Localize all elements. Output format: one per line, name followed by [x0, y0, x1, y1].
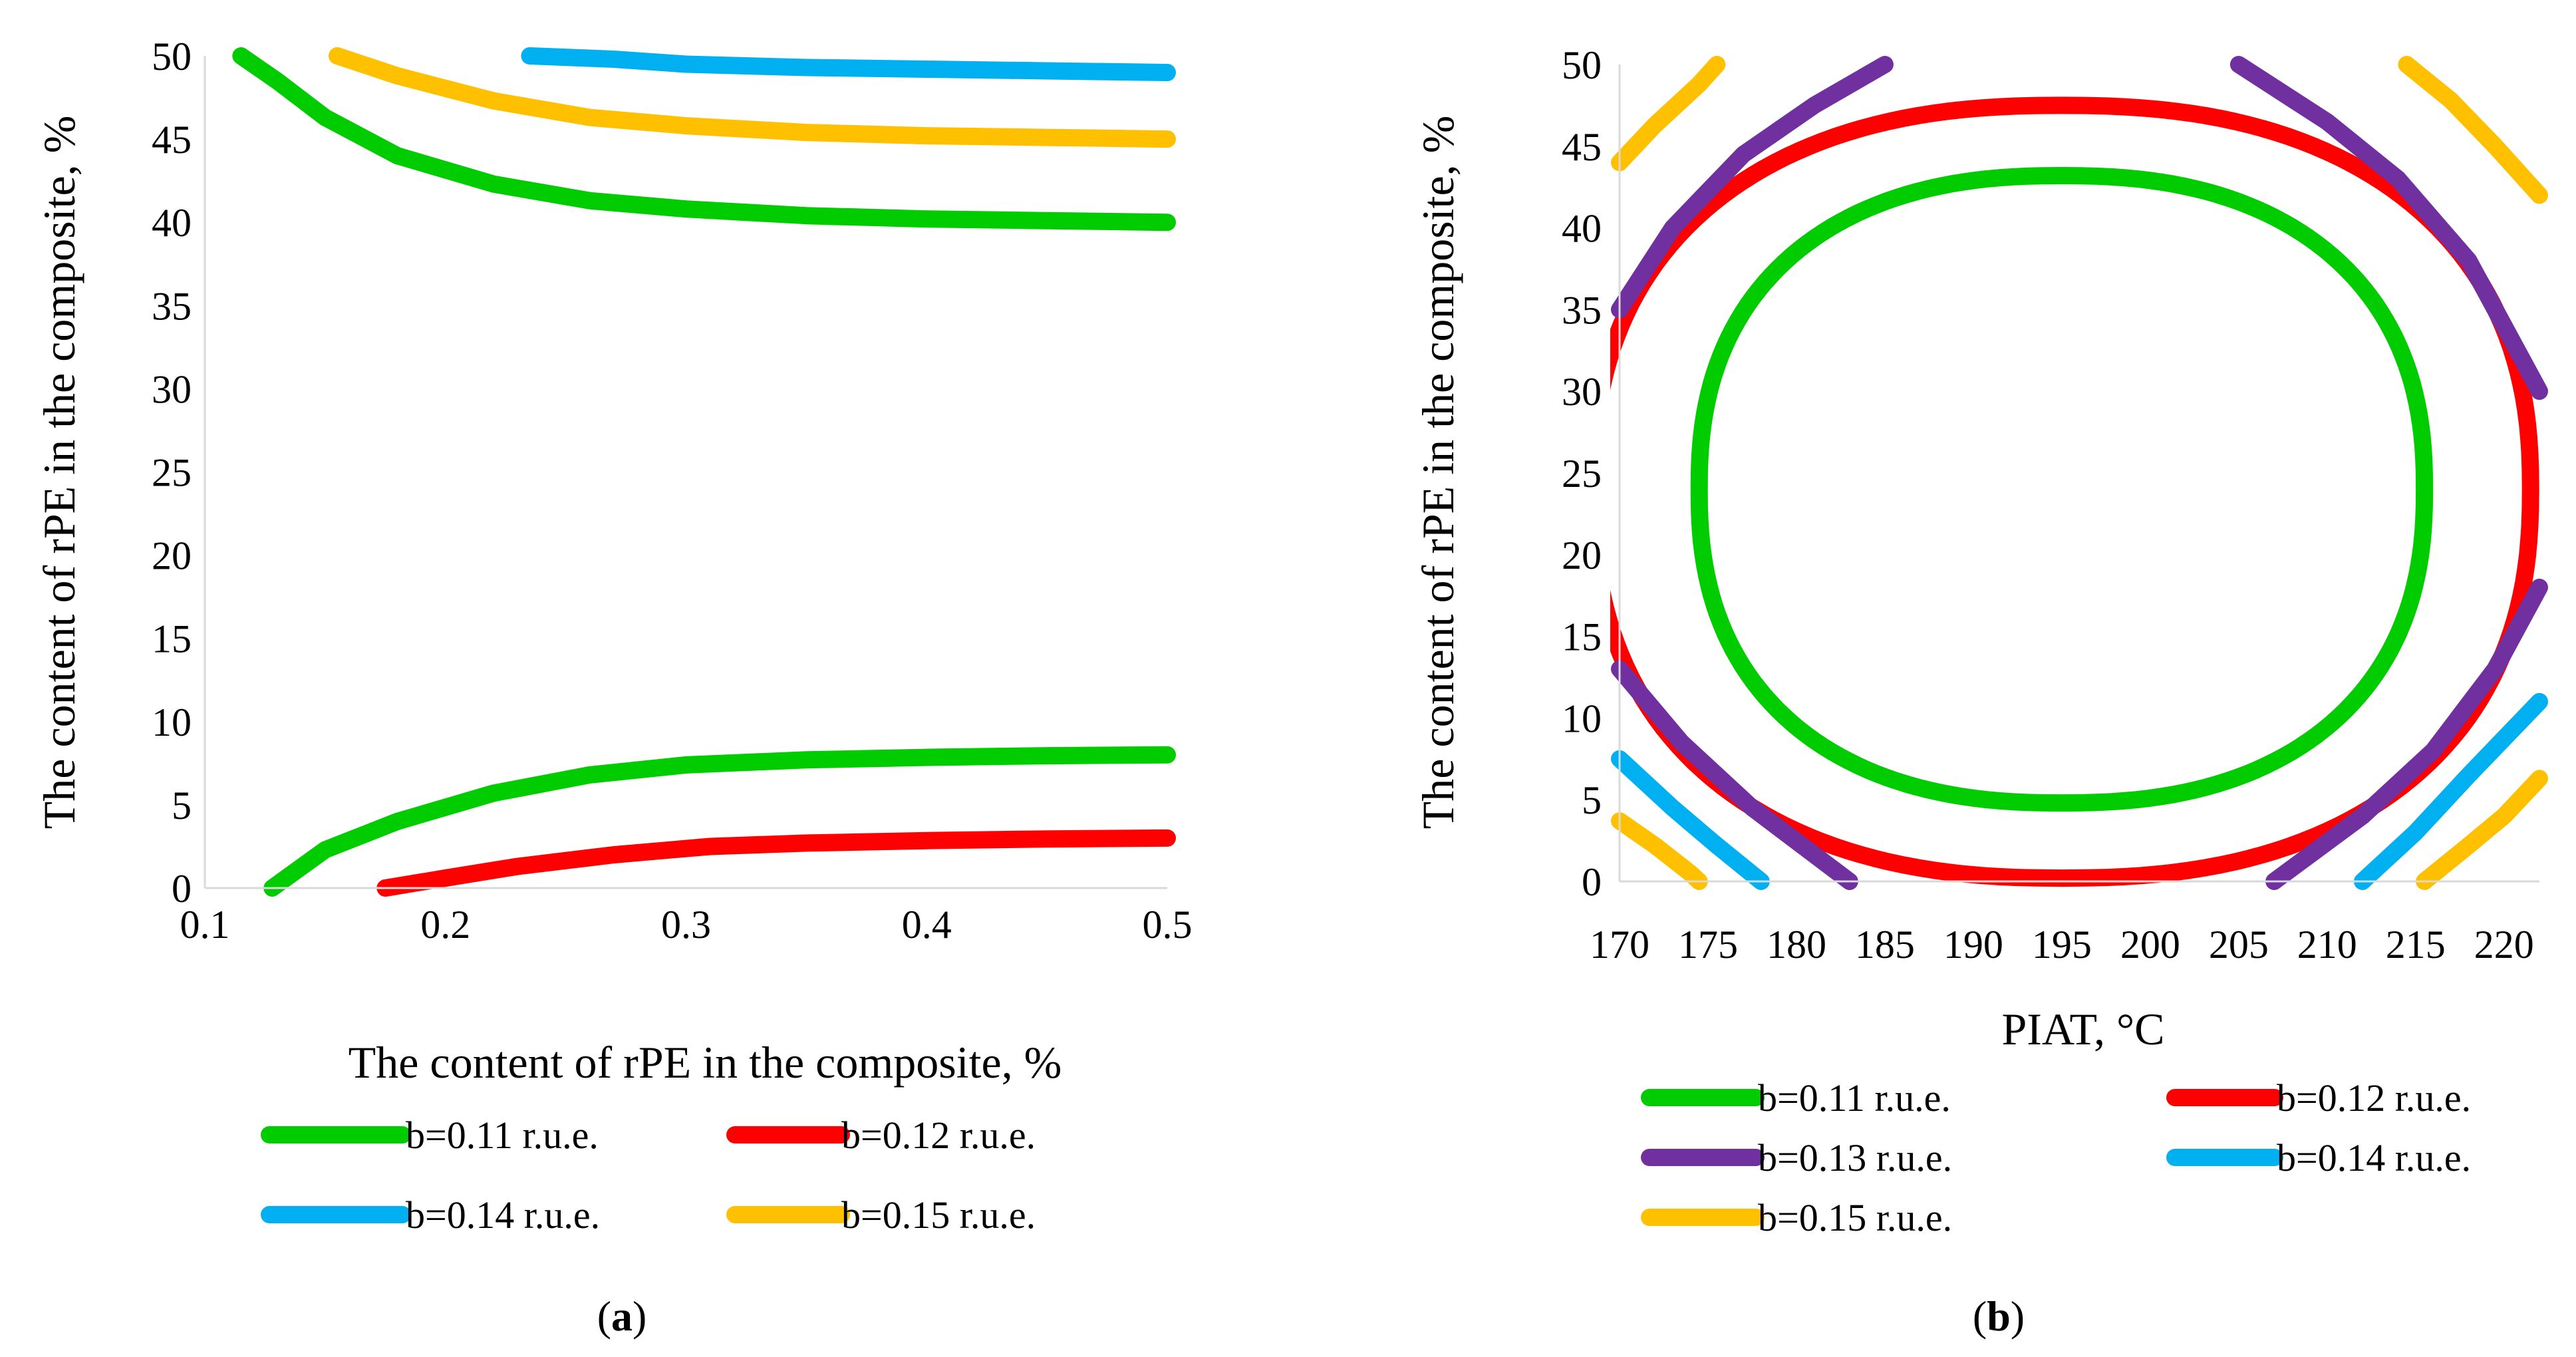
panel-b-legend-label: b=0.15 r.u.e. [1758, 1196, 1952, 1239]
panel-a-y-tick-label: 35 [152, 284, 192, 328]
panel-a: 0 5 10 15 20 25 30 35 40 45 50 0.1 0.2 0.3 0.4 0.5 The… [34, 35, 1193, 1340]
panel-b-y-tick-label: 0 [1582, 860, 1602, 904]
panel-a-plot-area [232, 47, 1176, 897]
series-b014-line [521, 47, 1176, 81]
series-b014-line [1611, 750, 1770, 890]
panel-a-caption-letter: a [611, 1292, 633, 1340]
panel-b-y-tick-label: 35 [1562, 288, 1602, 332]
panel-a-legend-item: b=0.15 r.u.e. [726, 1193, 1036, 1237]
panel-b-y-tick-label: 40 [1562, 207, 1602, 251]
panel-a-x-tick-label: 0.4 [902, 903, 952, 947]
series-b013-line [1611, 660, 1858, 890]
series-b011-line [263, 746, 1176, 897]
panel-b-x-tick-label: 170 [1590, 923, 1649, 967]
series-b012-line [376, 829, 1176, 897]
panel-a-legend-label: b=0.14 r.u.e. [406, 1193, 600, 1237]
panel-b-x-tick-label: 220 [2474, 923, 2534, 967]
panel-a-curves [232, 47, 1176, 897]
panel-b-legend-label: b=0.11 r.u.e. [1758, 1076, 1951, 1120]
panel-a-y-tick-label: 40 [152, 201, 192, 245]
panel-a-x-tick-labels: 0.1 0.2 0.3 0.4 0.5 [180, 903, 1193, 947]
panel-a-y-tick-labels: 0 5 10 15 20 25 30 35 40 45 50 [152, 35, 192, 911]
panel-b-x-tick-label: 185 [1855, 923, 1915, 967]
panel-a-y-tick-label: 20 [152, 534, 192, 578]
panel-a-x-axis-label: The content of rPE in the composite, % [349, 1037, 1062, 1088]
series-b013-line [1611, 56, 1894, 319]
panel-a-legend-item: b=0.11 r.u.e. [261, 1114, 599, 1157]
panel-b-y-tick-label: 10 [1562, 696, 1602, 740]
panel-a-legend-label: b=0.12 r.u.e. [841, 1114, 1036, 1157]
panel-b-x-axis-label: PIAT, °C [2001, 1004, 2164, 1054]
panel-b: 0 5 10 15 20 25 30 35 40 45 50 170 175 180 185 190 195 2… [1413, 43, 2548, 1340]
panel-b-legend-label: b=0.14 r.u.e. [2277, 1136, 2471, 1179]
panel-a-caption: (a) [597, 1292, 647, 1340]
panel-b-caption-letter: b [1987, 1292, 2011, 1340]
panel-a-legend-label: b=0.11 r.u.e. [406, 1114, 599, 1157]
series-b015-line [1611, 812, 1708, 890]
series-b013-line [2229, 56, 2548, 400]
panel-b-legend-item: b=0.15 r.u.e. [1641, 1196, 1952, 1239]
panel-b-x-tick-label: 180 [1767, 923, 1826, 967]
series-b013-line [2265, 578, 2548, 890]
panel-b-y-tick-label: 30 [1562, 370, 1602, 414]
panel-a-y-tick-label: 15 [152, 617, 192, 661]
panel-a-y-axis-label: The content of rPE in the composite, % [34, 116, 84, 829]
panel-b-curves [1610, 56, 2548, 890]
panel-b-y-tick-labels: 0 5 10 15 20 25 30 35 40 45 50 [1562, 43, 1602, 904]
panel-b-y-axis-label: The content of rPE in the composite, % [1413, 116, 1463, 829]
panel-b-x-tick-label: 200 [2120, 923, 2180, 967]
panel-a-x-tick-label: 0.3 [661, 903, 711, 947]
panel-b-x-tick-label: 190 [1943, 923, 2003, 967]
panel-a-legend-item: b=0.12 r.u.e. [726, 1114, 1036, 1157]
series-b015-line [329, 47, 1176, 148]
series-b011-contour [1690, 167, 2434, 812]
series-b015-line [2398, 56, 2548, 204]
panel-b-y-tick-label: 45 [1562, 125, 1602, 169]
panel-b-caption: (b) [1973, 1292, 2025, 1340]
panel-b-legend-item: b=0.11 r.u.e. [1641, 1076, 1951, 1120]
panel-b-legend-item: b=0.13 r.u.e. [1641, 1136, 1952, 1179]
panel-a-legend-label: b=0.15 r.u.e. [841, 1193, 1036, 1237]
panel-a-y-tick-label: 45 [152, 118, 192, 162]
panel-a-x-tick-label: 0.2 [420, 903, 470, 947]
panel-b-y-tick-label: 20 [1562, 533, 1602, 577]
panel-b-legend-label: b=0.13 r.u.e. [1758, 1136, 1952, 1179]
panel-a-y-tick-label: 0 [172, 867, 192, 911]
series-b015-line [1611, 56, 1726, 172]
panel-a-y-tick-label: 5 [172, 784, 192, 828]
panel-a-y-tick-label: 30 [152, 367, 192, 411]
panel-a-y-tick-label: 25 [152, 451, 192, 495]
panel-b-x-tick-label: 210 [2297, 923, 2357, 967]
panel-b-legend-label: b=0.12 r.u.e. [2277, 1076, 2471, 1120]
panel-a-y-tick-label: 50 [152, 35, 192, 78]
panel-a-legend-item: b=0.14 r.u.e. [261, 1193, 600, 1237]
panel-b-legend: b=0.11 r.u.e. b=0.12 r.u.e. b=0.13 r.u.e… [1641, 1076, 2471, 1239]
panel-b-x-tick-label: 205 [2209, 923, 2269, 967]
panel-b-plot-area [1610, 56, 2548, 890]
panel-b-x-tick-label: 195 [2032, 923, 2092, 967]
panel-b-y-tick-label: 25 [1562, 452, 1602, 496]
series-b015-line [2416, 770, 2548, 890]
panel-b-y-tick-label: 50 [1562, 43, 1602, 87]
panel-b-legend-item: b=0.14 r.u.e. [2166, 1136, 2471, 1179]
panel-b-y-tick-label: 5 [1582, 778, 1602, 822]
panel-b-x-tick-labels: 170 175 180 185 190 195 200 205 210 215 220 [1590, 923, 2534, 967]
panel-a-legend: b=0.11 r.u.e. b=0.12 r.u.e. b=0.14 r.u.e… [261, 1114, 1036, 1237]
panel-a-x-tick-label: 0.5 [1143, 903, 1193, 947]
panel-b-x-tick-label: 175 [1678, 923, 1738, 967]
panel-b-legend-item: b=0.12 r.u.e. [2166, 1076, 2471, 1120]
panel-b-y-tick-label: 15 [1562, 615, 1602, 659]
series-b014-line [2354, 692, 2548, 890]
series-b011-line [232, 47, 1176, 231]
series-b012-contour [1610, 96, 2539, 887]
panel-a-x-tick-label: 0.1 [180, 903, 230, 947]
panel-a-y-tick-label: 10 [152, 700, 192, 744]
panel-b-x-tick-label: 215 [2386, 923, 2446, 967]
